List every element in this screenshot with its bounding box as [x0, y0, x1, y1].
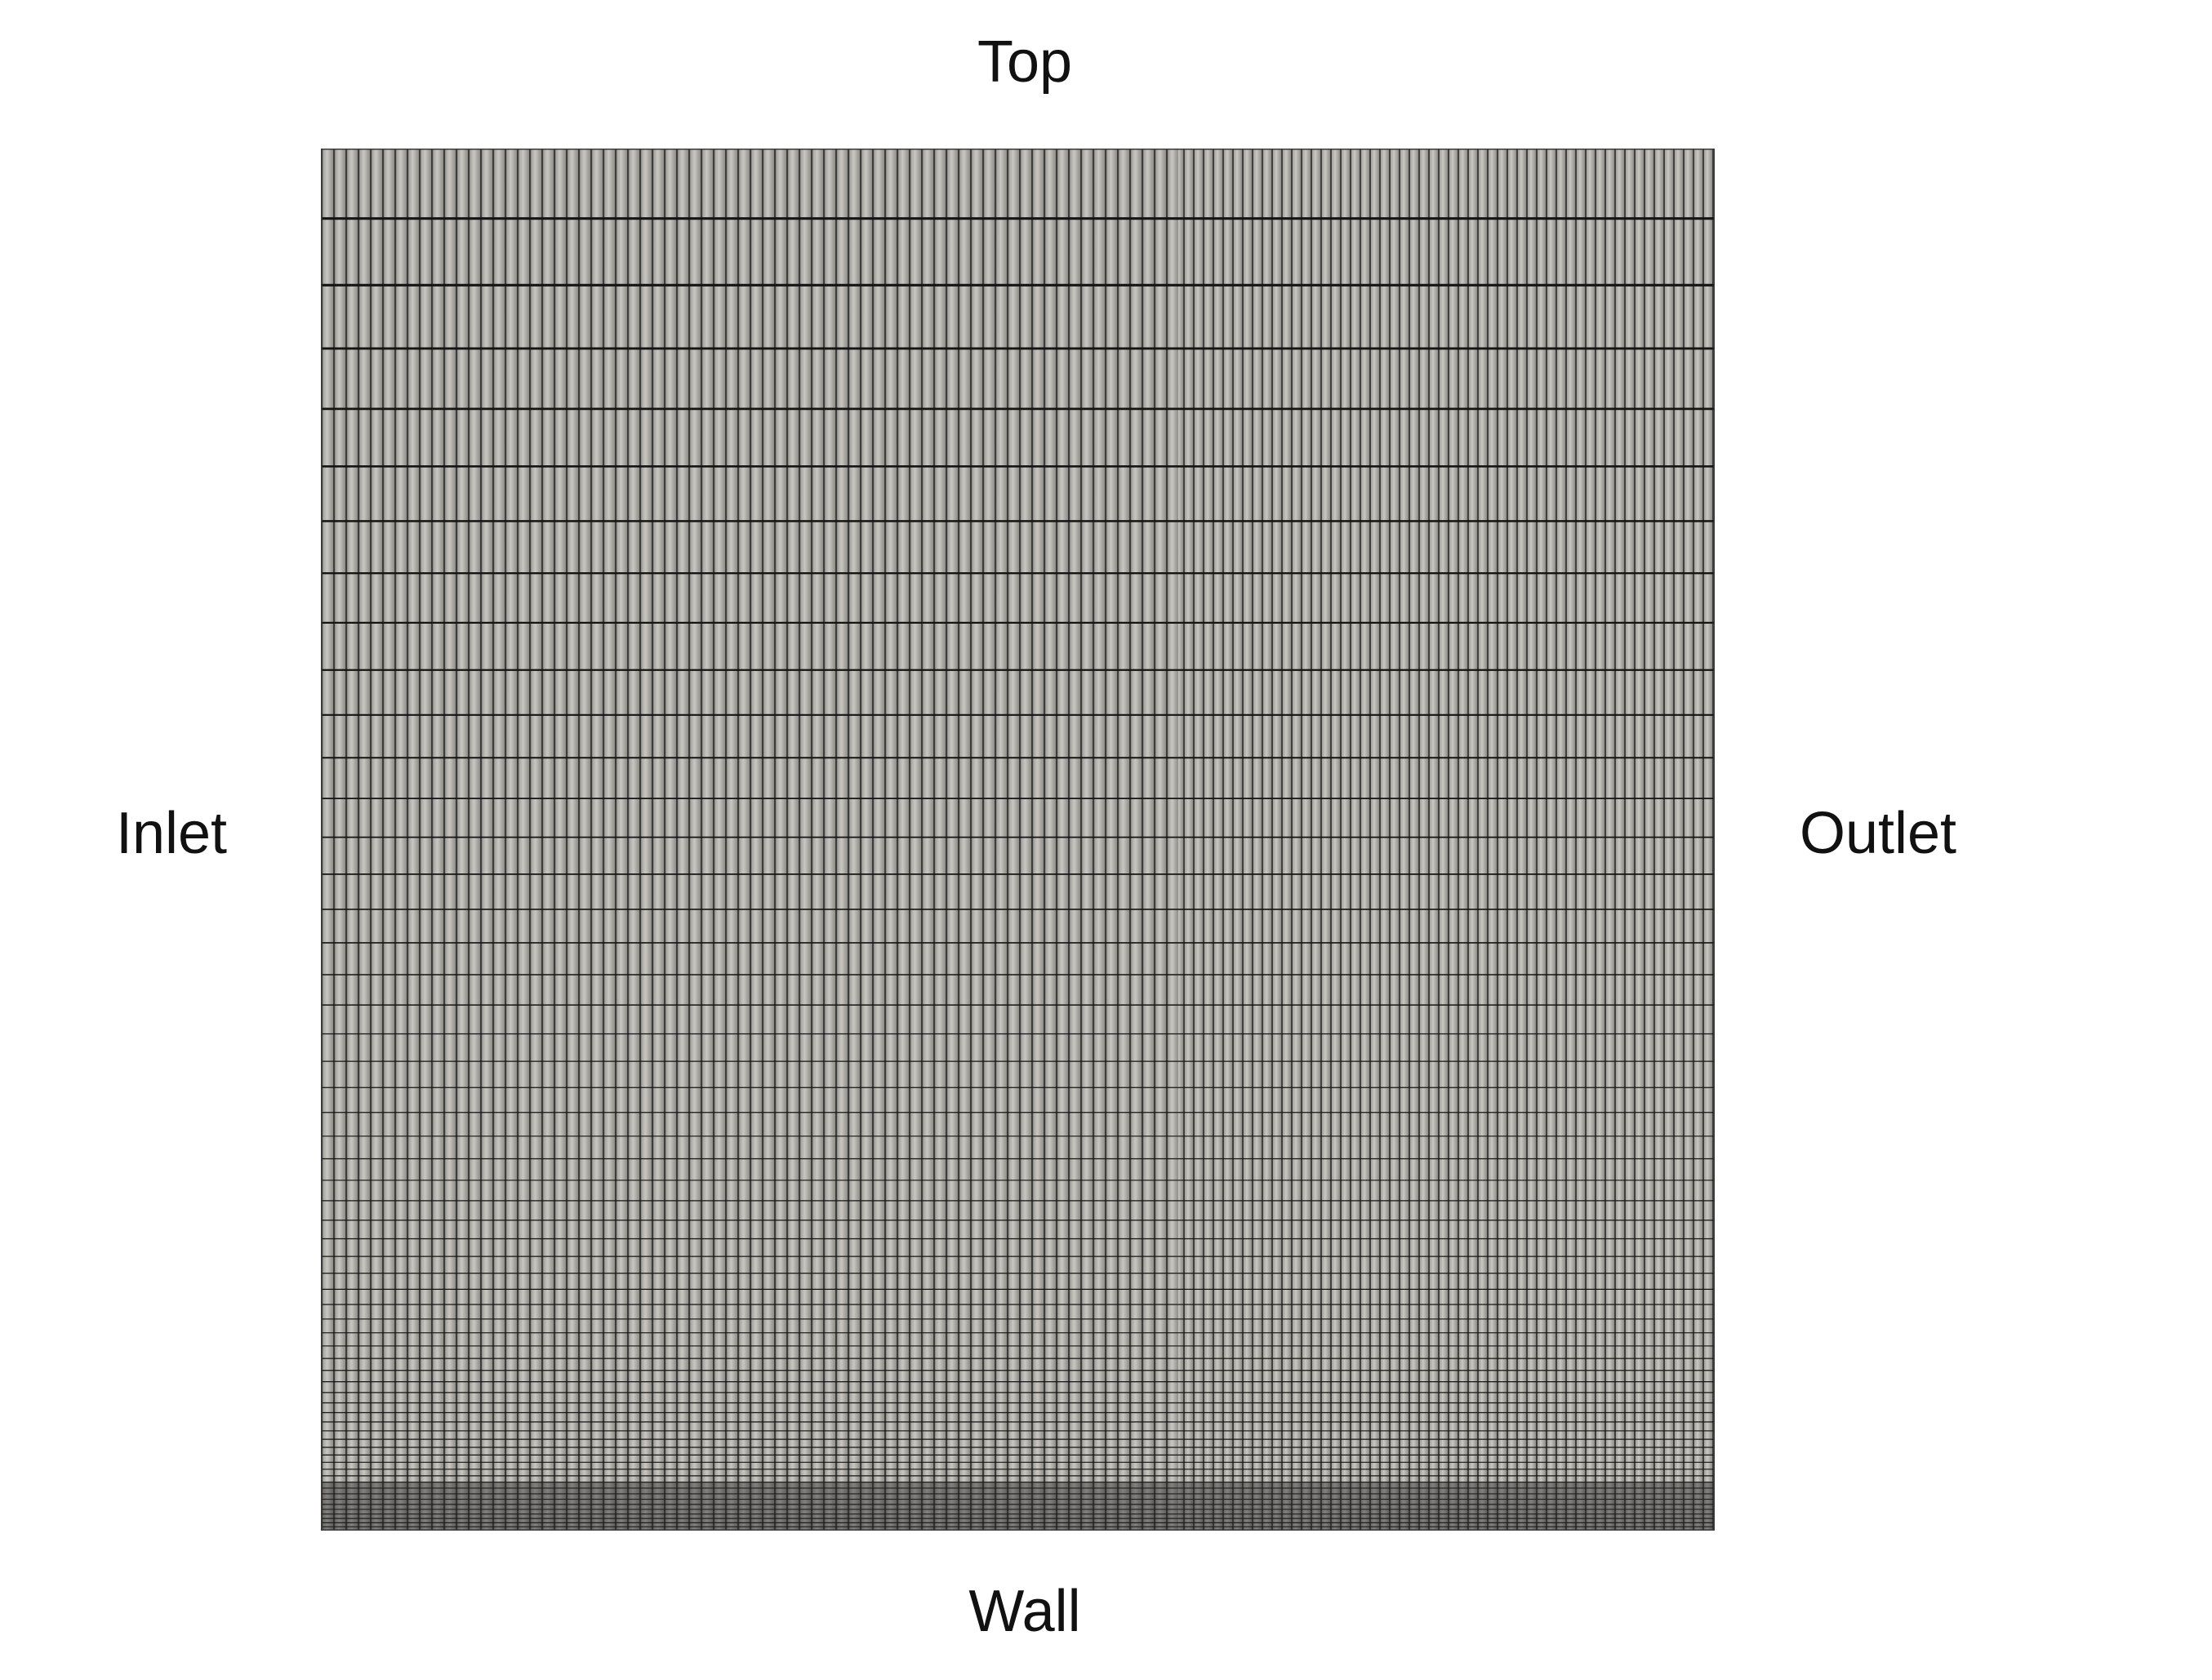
wall-boundary-label: Wall: [968, 1579, 1081, 1644]
mesh-grid: [321, 149, 1715, 1531]
top-boundary-label: Top: [977, 29, 1073, 95]
near-wall-refinement: [321, 1482, 1715, 1531]
outlet-boundary-label: Outlet: [1799, 801, 1957, 866]
mesh-grid-lines: [321, 149, 1715, 1531]
inlet-boundary-label: Inlet: [115, 801, 228, 866]
